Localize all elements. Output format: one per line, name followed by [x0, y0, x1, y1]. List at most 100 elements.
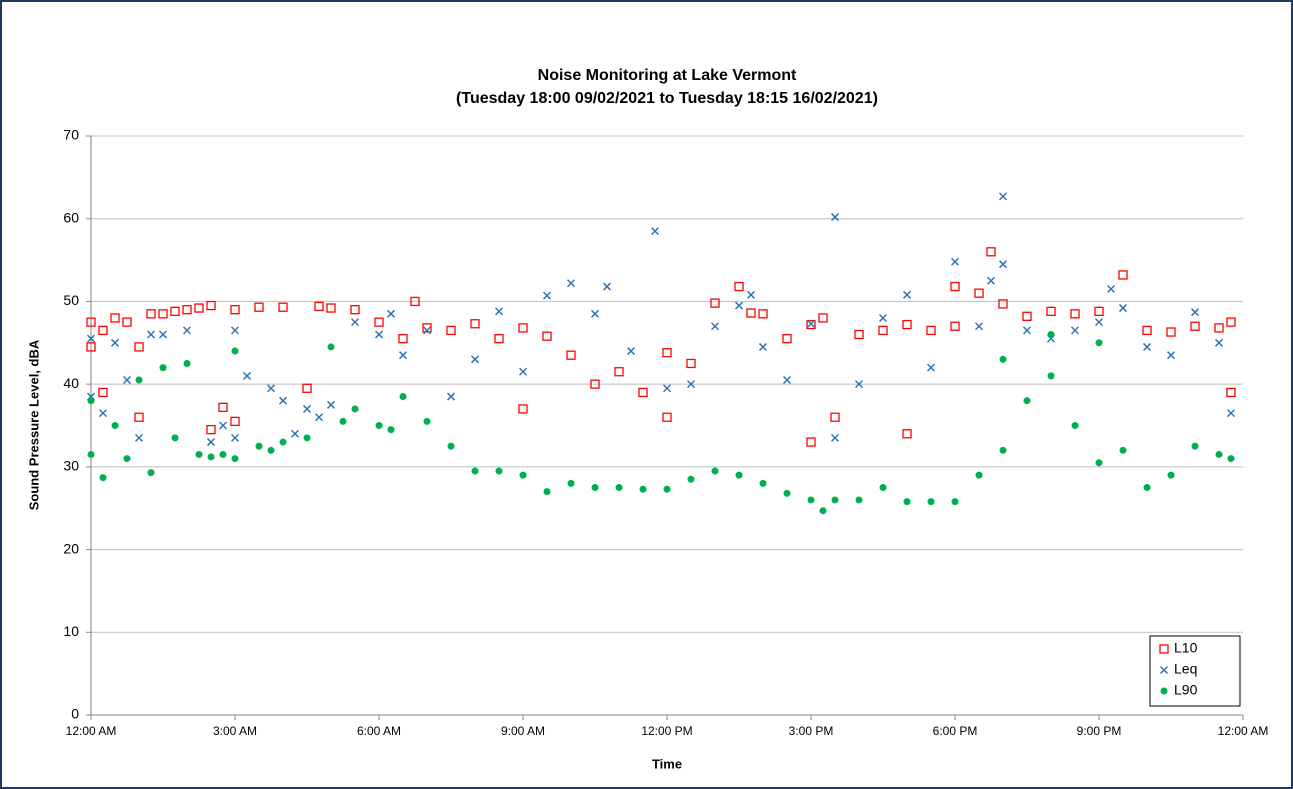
point: [1047, 372, 1055, 380]
point: [375, 422, 383, 429]
point: [374, 317, 384, 327]
point: [87, 397, 95, 405]
point: [806, 319, 816, 328]
point: [398, 351, 408, 360]
point: [470, 319, 480, 329]
point: [590, 309, 600, 318]
point: [134, 342, 144, 352]
point: [242, 371, 252, 380]
point: [422, 326, 432, 335]
x-tick-label: 9:00 AM: [501, 724, 545, 738]
point: [855, 496, 863, 504]
point: [446, 325, 456, 336]
point: [350, 318, 360, 327]
x-tick-label: 3:00 AM: [213, 724, 257, 738]
point: [290, 429, 300, 438]
point: [518, 367, 528, 376]
point: [950, 281, 960, 292]
point: [1214, 338, 1224, 347]
point: [758, 309, 768, 319]
point: [495, 467, 503, 475]
point: [278, 302, 288, 312]
x-tick-label: 6:00 PM: [933, 724, 978, 738]
point: [182, 305, 192, 315]
point: [1118, 304, 1128, 313]
chart-title: Noise Monitoring at Lake Vermont: [538, 67, 797, 84]
point: [219, 450, 227, 458]
point: [86, 342, 96, 352]
point: [1023, 397, 1031, 405]
legend-marker: [1160, 687, 1168, 695]
point: [759, 479, 767, 487]
point: [566, 279, 576, 288]
point: [1226, 387, 1236, 398]
y-tick-label: 30: [63, 458, 79, 474]
point: [230, 433, 240, 442]
x-tick-label: 12:00 AM: [1218, 724, 1269, 738]
x-tick-label: 6:00 AM: [357, 724, 401, 738]
point: [351, 405, 359, 413]
point: [1227, 455, 1235, 463]
point: [255, 442, 263, 450]
point: [998, 192, 1008, 201]
point: [986, 276, 996, 285]
point: [86, 334, 96, 343]
point: [398, 333, 408, 344]
point: [1095, 339, 1103, 347]
point: [182, 326, 192, 335]
point: [326, 303, 336, 313]
point: [374, 330, 384, 339]
x-tick-label: 9:00 PM: [1077, 724, 1122, 738]
point: [87, 450, 95, 458]
point: [147, 469, 155, 477]
point: [170, 306, 180, 317]
point: [974, 288, 984, 298]
point: [950, 257, 960, 266]
point: [1167, 471, 1175, 479]
point: [854, 380, 864, 389]
legend-marker: [1159, 665, 1169, 675]
point: [1142, 325, 1152, 336]
point: [975, 471, 983, 479]
point: [1226, 409, 1236, 418]
point: [687, 475, 695, 483]
point: [183, 359, 191, 367]
point: [1022, 311, 1032, 321]
point: [266, 384, 276, 393]
point: [830, 412, 840, 422]
point: [1094, 318, 1104, 327]
point: [974, 322, 984, 331]
point: [302, 404, 312, 413]
point: [639, 485, 647, 493]
point: [350, 305, 360, 315]
point: [902, 429, 912, 439]
point: [1166, 351, 1176, 360]
point: [494, 333, 504, 344]
point: [818, 313, 828, 323]
point: [98, 387, 108, 398]
y-tick-label: 50: [63, 292, 79, 308]
point: [854, 329, 864, 340]
point: [782, 375, 792, 385]
point: [231, 455, 239, 463]
y-axis-label: Sound Pressure Level, dBA: [26, 339, 41, 510]
point: [135, 376, 143, 384]
legend-marker: [1159, 644, 1169, 654]
point: [686, 358, 696, 369]
point: [386, 309, 396, 318]
point: [734, 281, 744, 292]
point: [195, 450, 203, 458]
point: [830, 433, 840, 442]
point: [327, 343, 335, 351]
chart-subtitle: (Tuesday 18:00 09/02/2021 to Tuesday 18:…: [456, 90, 878, 107]
point: [1046, 306, 1056, 317]
point: [1215, 450, 1223, 458]
point: [783, 489, 791, 497]
point: [254, 302, 264, 312]
x-tick-label: 12:00 AM: [66, 724, 117, 738]
y-tick-label: 20: [63, 540, 79, 556]
point: [830, 213, 840, 222]
point: [902, 290, 912, 299]
point: [615, 484, 623, 492]
point: [927, 498, 935, 506]
